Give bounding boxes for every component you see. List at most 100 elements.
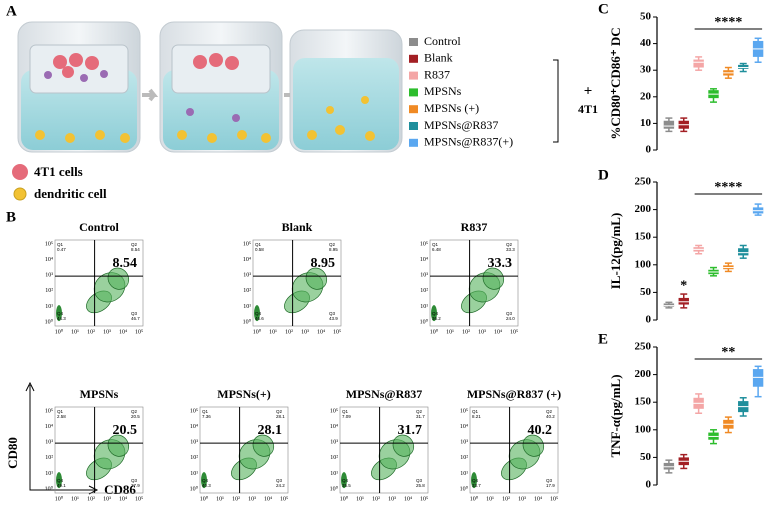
quadrant-value: 44.3 — [57, 316, 66, 321]
x-tick-label: 10² — [232, 496, 240, 502]
density — [482, 267, 505, 290]
axis-arrows — [25, 381, 99, 495]
y-tick-label: 10¹ — [460, 471, 468, 477]
quadrant-highlight: 28.1 — [258, 423, 283, 438]
y-tick-label: 10³ — [460, 440, 468, 446]
y-tick-label: 200 — [635, 368, 652, 380]
quadrant-value: 7.09 — [342, 414, 351, 419]
y-tick-label: 10² — [460, 455, 468, 461]
quadrant-name: Q2 — [131, 242, 138, 247]
y-tick-label: 10³ — [420, 273, 428, 279]
quadrant-value: 27.9 — [131, 483, 140, 488]
quadrant-value: 20.5 — [131, 414, 140, 419]
quadrant-name: Q4 — [57, 311, 64, 316]
bracket — [553, 59, 559, 143]
y-tick-label: 10⁵ — [330, 408, 338, 414]
y-tick-label: 10² — [243, 288, 251, 294]
y-tick-label: 10¹ — [420, 304, 428, 310]
density — [305, 267, 328, 290]
quadrant-highlight: 8.95 — [311, 256, 336, 271]
quadrant-value: 0.58 — [255, 247, 264, 252]
density — [471, 472, 477, 489]
plot-frame — [469, 406, 559, 494]
quadrant-value: 8.21 — [472, 414, 481, 419]
quadrant-value: 2.58 — [57, 414, 66, 419]
y-tick-label: 10⁴ — [460, 424, 468, 430]
panel-label: E — [598, 331, 608, 347]
y-tick-label: 100 — [635, 423, 652, 435]
y-tick-label: 10⁵ — [460, 408, 468, 414]
quadrant-name: Q3 — [546, 478, 553, 483]
quadrant-name: Q3 — [131, 478, 138, 483]
y-tick-label: 10⁴ — [45, 424, 53, 430]
quadrant-value: 43.9 — [329, 316, 338, 321]
quadrant-name: Q2 — [506, 242, 513, 247]
legend-label: Control — [424, 34, 461, 48]
significance: * — [680, 278, 687, 293]
quadrant-value: 40.2 — [546, 414, 555, 419]
y-tick-label: 10⁵ — [190, 408, 198, 414]
y-axis-title: %CD80⁺CD86⁺ DC — [608, 27, 623, 139]
quadrant-name: Q4 — [57, 478, 64, 483]
y-tick-label: 10⁴ — [45, 257, 53, 263]
box — [663, 120, 675, 129]
x-tick-label: 10⁰ — [55, 495, 64, 502]
quadrant-value: 46.7 — [131, 316, 140, 321]
y-tick-label: 0 — [646, 479, 652, 491]
plot-frame — [339, 406, 429, 494]
quadrant-value: 8.54 — [131, 247, 140, 252]
quadrant-value: 46.6 — [255, 316, 264, 321]
y-tick-label: 50 — [640, 451, 652, 463]
y-tick-label: 10¹ — [330, 471, 338, 477]
box — [738, 248, 749, 256]
significance: **** — [714, 15, 742, 30]
arrow — [142, 88, 159, 102]
density — [431, 305, 437, 322]
axis-title: CD80 — [5, 437, 20, 469]
x-tick-label: 10² — [462, 329, 470, 335]
y-tick-label: 150 — [635, 396, 652, 408]
plot-title: Blank — [282, 220, 313, 234]
x-tick-label: 10³ — [518, 496, 526, 502]
legend-label: MPSNs@R837(+) — [424, 135, 513, 149]
density — [56, 305, 62, 322]
quadrant-value: 33.7 — [472, 483, 481, 488]
legend-label: MPSNs (+) — [424, 101, 479, 115]
y-tick-label: 10¹ — [243, 304, 251, 310]
x-tick-label: 10⁴ — [264, 496, 272, 502]
y-tick-label: 10⁴ — [420, 257, 428, 263]
dendritic-cells — [35, 96, 375, 143]
x-tick-label: 10³ — [478, 329, 486, 335]
x-tick-label: 10¹ — [356, 496, 364, 502]
quadrant-name: Q1 — [432, 242, 439, 247]
y-tick-label: 30 — [640, 64, 652, 76]
y-tick-label: 10⁰ — [330, 485, 339, 492]
density — [107, 267, 130, 290]
y-tick-label: 10 — [640, 117, 652, 129]
quadrant-name: Q4 — [202, 478, 209, 483]
tumor-icon — [12, 164, 28, 180]
x-tick-label: 10³ — [388, 496, 396, 502]
quadrant-value: 49.1 — [57, 483, 66, 488]
plot-title: MPSNs — [80, 387, 119, 401]
y-tick-label: 10⁵ — [45, 408, 53, 414]
quadrant-value: 40.3 — [202, 483, 211, 488]
y-tick-label: 10² — [420, 288, 428, 294]
x-tick-label: 10³ — [301, 329, 309, 335]
quadrant-highlight: 20.5 — [113, 423, 138, 438]
quadrant-highlight: 8.54 — [113, 256, 138, 271]
plot-title: Control — [79, 220, 119, 234]
y-tick-label: 10⁴ — [243, 257, 251, 263]
quadrant-highlight: 33.3 — [488, 256, 513, 271]
quadrant-value: 8.95 — [329, 247, 338, 252]
y-tick-label: 10⁵ — [243, 241, 251, 247]
quadrant-name: Q1 — [472, 409, 479, 414]
quadrant-value: 24.2 — [276, 483, 285, 488]
quadrant-name: Q4 — [432, 311, 439, 316]
x-tick-label: 10⁴ — [534, 496, 542, 502]
x-tick-label: 10³ — [103, 329, 111, 335]
plot-title: MPSNs@R837 (+) — [467, 387, 561, 401]
y-tick-label: 10⁵ — [45, 241, 53, 247]
density — [56, 472, 62, 489]
y-tick-label: 10⁰ — [460, 485, 469, 492]
